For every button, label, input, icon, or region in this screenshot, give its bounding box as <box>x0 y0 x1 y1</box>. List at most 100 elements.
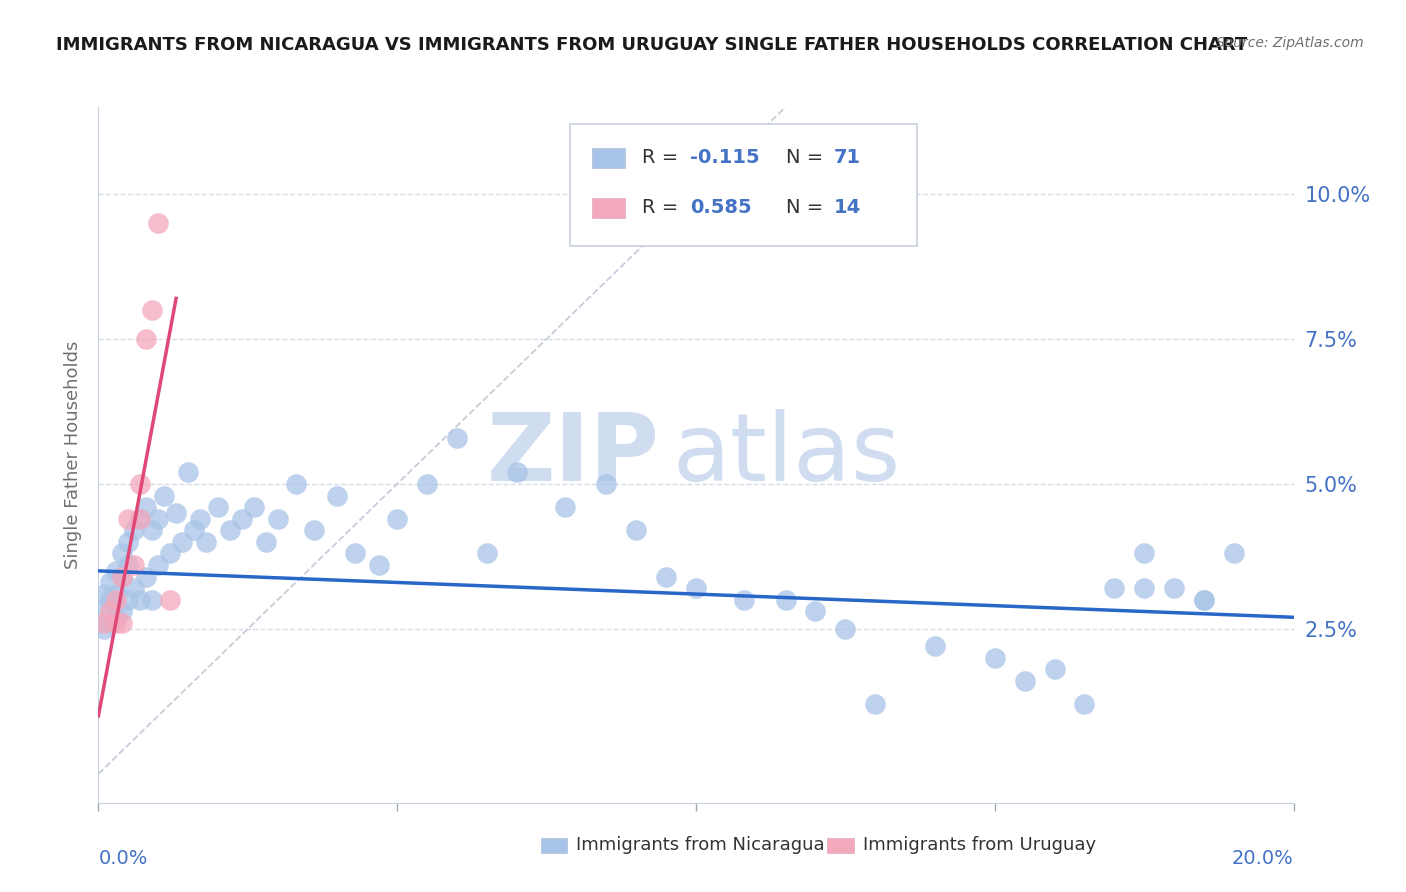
Point <box>804 605 827 619</box>
Point <box>129 512 152 526</box>
Point <box>195 534 218 549</box>
Text: 14: 14 <box>834 198 860 218</box>
Point <box>284 476 307 491</box>
Point <box>165 506 187 520</box>
Point <box>93 615 115 630</box>
Point <box>148 558 170 573</box>
FancyBboxPatch shape <box>827 838 853 853</box>
Point <box>475 546 498 561</box>
Point <box>655 570 678 584</box>
Point <box>93 605 115 619</box>
Point <box>141 592 163 607</box>
Point <box>554 500 576 515</box>
Text: IMMIGRANTS FROM NICARAGUA VS IMMIGRANTS FROM URUGUAY SINGLE FATHER HOUSEHOLDS CO: IMMIGRANTS FROM NICARAGUA VS IMMIGRANTS … <box>56 36 1247 54</box>
Text: N =: N = <box>786 198 830 218</box>
Point <box>135 500 157 515</box>
Point <box>148 512 170 526</box>
Point <box>207 500 229 515</box>
Point <box>685 582 707 596</box>
Point <box>98 592 122 607</box>
Point <box>141 303 163 318</box>
Point <box>446 431 468 445</box>
Point <box>733 592 755 607</box>
Text: Source: ZipAtlas.com: Source: ZipAtlas.com <box>1216 36 1364 50</box>
Point <box>344 546 367 561</box>
Text: 0.585: 0.585 <box>690 198 752 218</box>
Point <box>135 332 157 346</box>
Point <box>98 575 122 590</box>
Point <box>117 534 139 549</box>
Point <box>1014 674 1036 689</box>
Text: 71: 71 <box>834 148 860 168</box>
Point <box>98 615 122 630</box>
Point <box>254 534 277 549</box>
Text: Immigrants from Nicaragua: Immigrants from Nicaragua <box>576 836 825 855</box>
Point <box>111 546 134 561</box>
Text: 20.0%: 20.0% <box>1232 849 1294 868</box>
Text: N =: N = <box>786 148 830 168</box>
Point <box>267 512 290 526</box>
Point <box>98 605 122 619</box>
Text: atlas: atlas <box>672 409 900 501</box>
FancyBboxPatch shape <box>592 198 626 218</box>
Text: Immigrants from Uruguay: Immigrants from Uruguay <box>863 836 1097 855</box>
Point <box>188 512 211 526</box>
Point <box>117 558 139 573</box>
Point <box>124 558 146 573</box>
Point <box>626 523 648 537</box>
Text: -0.115: -0.115 <box>690 148 759 168</box>
Point <box>111 570 134 584</box>
Point <box>1073 698 1095 712</box>
Point <box>177 466 200 480</box>
Point <box>117 592 139 607</box>
Point <box>117 512 139 526</box>
Point <box>153 489 176 503</box>
Y-axis label: Single Father Households: Single Father Households <box>63 341 82 569</box>
Point <box>93 587 115 601</box>
Point <box>124 582 146 596</box>
Point <box>984 651 1007 665</box>
Point <box>1192 592 1215 607</box>
Point <box>506 466 529 480</box>
Point <box>368 558 391 573</box>
Point <box>302 523 325 537</box>
Point <box>124 523 146 537</box>
FancyBboxPatch shape <box>592 148 626 168</box>
Point <box>326 489 349 503</box>
Point <box>243 500 266 515</box>
Point <box>865 698 887 712</box>
Point <box>93 622 115 636</box>
Point <box>385 512 409 526</box>
Point <box>775 592 797 607</box>
Point <box>159 592 181 607</box>
Point <box>129 476 152 491</box>
Point <box>1133 546 1156 561</box>
Point <box>183 523 205 537</box>
Point <box>135 570 157 584</box>
Point <box>105 587 128 601</box>
Point <box>129 592 152 607</box>
Point <box>141 523 163 537</box>
Point <box>1043 662 1066 677</box>
Point <box>105 615 128 630</box>
FancyBboxPatch shape <box>571 124 917 246</box>
Point <box>1163 582 1185 596</box>
Point <box>105 610 128 624</box>
Point <box>1104 582 1126 596</box>
Text: 0.0%: 0.0% <box>98 849 148 868</box>
Point <box>105 564 128 578</box>
Point <box>1192 592 1215 607</box>
Point <box>111 615 134 630</box>
Text: R =: R = <box>643 198 685 218</box>
Point <box>148 216 170 230</box>
Text: R =: R = <box>643 148 685 168</box>
Point <box>924 639 946 653</box>
Point <box>1223 546 1246 561</box>
Point <box>105 592 128 607</box>
FancyBboxPatch shape <box>541 838 567 853</box>
Point <box>231 512 253 526</box>
Point <box>1133 582 1156 596</box>
Point <box>172 534 194 549</box>
Point <box>111 605 134 619</box>
Point <box>129 512 152 526</box>
